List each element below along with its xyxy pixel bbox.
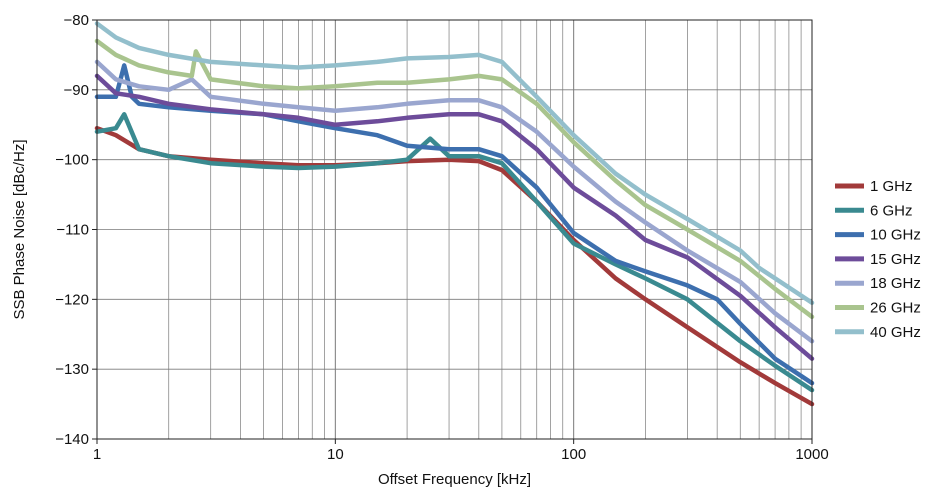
legend: 1 GHz 6 GHz 10 GHz 15 GHz 18 GHz 26 GHz 40 GHz bbox=[835, 178, 921, 341]
x-tick-label: 1000 bbox=[795, 446, 828, 463]
series-line-15-ghz bbox=[94, 73, 815, 361]
legend-label-18-ghz: 18 GHz bbox=[870, 275, 921, 292]
series-line-26-ghz bbox=[94, 38, 815, 320]
series-lines bbox=[94, 21, 815, 407]
y-tick-label: −80 bbox=[64, 12, 89, 29]
x-tick-label: 10 bbox=[327, 446, 344, 463]
legend-label-10-ghz: 10 GHz bbox=[870, 227, 921, 244]
legend-label-6-ghz: 6 GHz bbox=[870, 202, 913, 219]
y-tick-label: −110 bbox=[56, 222, 89, 239]
x-tick-label: 100 bbox=[561, 446, 586, 463]
x-tick-label: 1 bbox=[93, 446, 101, 463]
legend-label-26-ghz: 26 GHz bbox=[870, 300, 921, 317]
legend-label-15-ghz: 15 GHz bbox=[870, 251, 921, 268]
legend-label-1-ghz: 1 GHz bbox=[870, 178, 913, 195]
series-line-6-ghz bbox=[94, 112, 815, 393]
series-line-40-ghz bbox=[94, 21, 815, 306]
x-axis-label: Offset Frequency [kHz] bbox=[378, 471, 531, 488]
y-tick-label: −140 bbox=[55, 431, 89, 448]
y-tick-label: −90 bbox=[64, 82, 89, 99]
y-tick-label: −130 bbox=[55, 361, 89, 378]
y-tick-label: −120 bbox=[55, 291, 89, 308]
legend-label-40-ghz: 40 GHz bbox=[870, 324, 921, 341]
y-axis-label: SSB Phase Noise [dBc/Hz] bbox=[11, 139, 28, 319]
y-tick-label: −100 bbox=[55, 152, 89, 169]
series-line-10-ghz bbox=[94, 63, 815, 386]
series-line-18-ghz bbox=[94, 59, 815, 344]
series-line-1-ghz bbox=[94, 125, 815, 407]
